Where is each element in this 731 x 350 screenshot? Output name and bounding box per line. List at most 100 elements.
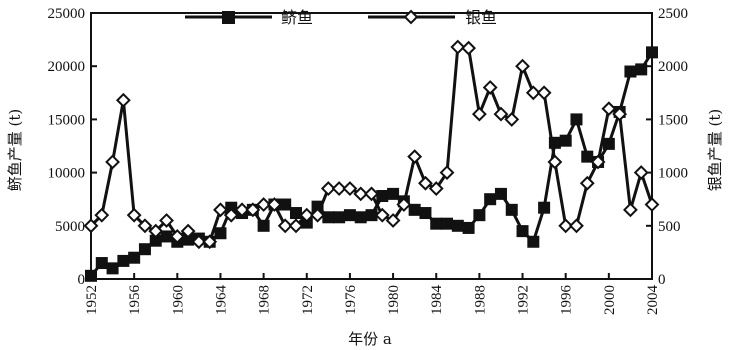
square-marker: [462, 221, 475, 234]
diamond-marker: [148, 223, 164, 239]
diamond-marker: [213, 202, 228, 218]
square-marker: [85, 269, 97, 282]
diamond-marker: [310, 207, 325, 223]
right-y-axis-title: 银鱼产量 (t): [706, 109, 724, 192]
diamond-marker: [493, 106, 509, 122]
diamond-marker: [461, 40, 477, 56]
square-marker: [570, 113, 583, 126]
square-marker: [333, 211, 346, 224]
diamond-marker: [601, 101, 617, 117]
x-tick-label: 1996: [559, 285, 575, 316]
left-y-tick-label: 20000: [48, 59, 86, 75]
right-y-tick-label: 1000: [658, 166, 688, 182]
diamond-marker: [590, 154, 606, 170]
square-marker: [117, 254, 130, 267]
square-marker: [559, 134, 572, 147]
square-marker: [322, 211, 335, 224]
square-marker: [646, 46, 658, 59]
square-marker: [473, 209, 486, 222]
square-marker: [95, 257, 108, 270]
diamond-marker: [180, 223, 196, 239]
square-marker: [624, 65, 637, 78]
diamond-marker: [159, 213, 174, 228]
diamond-marker: [471, 106, 487, 122]
diamond-marker: [126, 207, 142, 223]
diamond-marker: [418, 175, 433, 191]
series-layer: [83, 39, 660, 282]
square-marker: [635, 63, 648, 76]
diamond-marker: [256, 197, 272, 212]
x-tick-label: 1964: [213, 285, 229, 316]
diamond-marker: [266, 197, 282, 212]
square-marker: [419, 207, 432, 220]
diamond-marker: [547, 154, 563, 170]
diamond-marker: [450, 39, 466, 55]
left-y-tick-label: 25000: [48, 6, 86, 22]
square-marker: [106, 262, 119, 275]
x-tick-label: 1984: [429, 285, 445, 316]
plot-frame: [90, 12, 653, 280]
x-tick-label: 1960: [170, 285, 186, 315]
diamond-marker: [115, 92, 131, 108]
square-marker: [257, 219, 270, 232]
diamond-marker: [569, 218, 584, 234]
right-y-tick-label: 500: [658, 219, 681, 235]
diamond-marker: [579, 175, 595, 191]
legend-marker-square: [222, 11, 235, 24]
square-marker: [581, 150, 594, 163]
x-tick-label: 1956: [127, 285, 143, 316]
diamond-marker: [482, 80, 498, 95]
square-marker: [365, 209, 378, 222]
legend-marker-diamond: [403, 9, 419, 25]
square-marker: [354, 211, 367, 224]
square-marker: [441, 217, 454, 230]
x-tick-label: 2004: [645, 285, 661, 316]
plot-border: [90, 12, 653, 280]
x-tick-label: 1968: [257, 285, 273, 315]
square-marker: [505, 203, 518, 216]
diamond-marker: [385, 213, 401, 228]
square-marker: [225, 201, 238, 214]
square-marker: [343, 209, 356, 222]
diamond-marker: [515, 58, 530, 74]
square-marker: [214, 227, 227, 240]
diamond-marker: [83, 218, 99, 234]
legend: 鲚鱼 银鱼: [185, 8, 497, 27]
left-y-tick-label: 15000: [48, 112, 86, 128]
diamond-marker: [428, 181, 444, 196]
x-tick-label: 1972: [300, 285, 316, 315]
left-y-axis-title: 鲚鱼产量 (t): [6, 109, 24, 192]
square-marker: [160, 230, 173, 243]
square-marker: [376, 190, 389, 203]
diamond-marker: [169, 229, 185, 244]
square-marker: [516, 225, 529, 238]
square-marker: [387, 187, 400, 200]
square-marker: [494, 187, 507, 200]
diamond-marker: [623, 202, 638, 218]
square-marker: [279, 198, 292, 211]
x-tick-label: 1976: [343, 285, 359, 316]
square-marker: [289, 207, 302, 220]
right-y-tick-label: 1500: [658, 112, 688, 128]
square-marker: [430, 217, 443, 230]
diamond-marker: [353, 186, 369, 202]
diamond-marker: [644, 197, 660, 212]
square-marker: [138, 243, 151, 256]
diamond-marker: [245, 202, 261, 218]
diamond-marker: [299, 207, 315, 223]
diamond-marker: [612, 106, 628, 122]
x-tick-label: 1992: [516, 285, 532, 315]
right-y-tick-label: 2500: [658, 6, 688, 22]
right-y-axis: 0 500 1000 1500 2000 2500: [646, 6, 688, 288]
right-y-tick-label: 0: [658, 272, 666, 288]
x-tick-label: 1952: [84, 285, 100, 315]
diamond-marker: [223, 207, 239, 223]
left-y-tick-label: 10000: [48, 166, 86, 182]
legend-label-series-1: 鲚鱼: [281, 8, 313, 27]
diamond-marker: [137, 218, 153, 234]
x-axis-title: 年份 a: [348, 330, 392, 348]
series-2: [83, 39, 660, 250]
diamond-marker: [342, 181, 358, 196]
x-tick-label: 1988: [472, 285, 488, 315]
